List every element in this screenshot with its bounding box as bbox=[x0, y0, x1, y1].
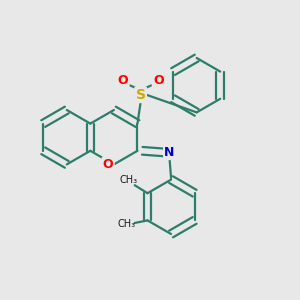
Text: O: O bbox=[118, 74, 128, 87]
Text: S: S bbox=[136, 88, 146, 102]
Text: CH₃: CH₃ bbox=[119, 176, 137, 185]
Text: O: O bbox=[103, 158, 113, 171]
Text: N: N bbox=[164, 146, 175, 159]
Text: O: O bbox=[153, 74, 164, 87]
Text: CH₃: CH₃ bbox=[118, 219, 136, 229]
